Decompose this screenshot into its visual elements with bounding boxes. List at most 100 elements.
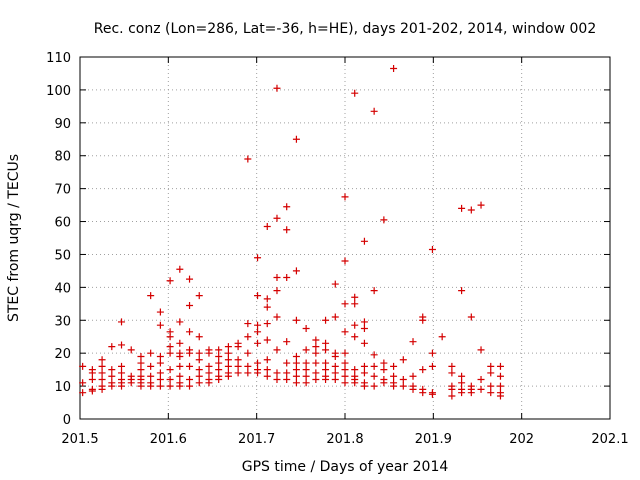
data-point: [147, 372, 155, 380]
data-point: [360, 318, 368, 326]
data-point: [360, 379, 368, 387]
data-point: [273, 369, 281, 377]
x-tick-label: 201.6: [150, 432, 187, 447]
data-point: [147, 379, 155, 387]
data-point: [186, 301, 194, 309]
data-point: [79, 362, 87, 370]
data-point: [302, 379, 310, 387]
data-point: [234, 339, 242, 347]
data-point: [263, 366, 271, 374]
data-point: [487, 389, 495, 397]
data-point: [108, 379, 116, 387]
data-point: [467, 206, 475, 214]
data-point: [176, 372, 184, 380]
data-point: [312, 359, 320, 367]
data-point: [390, 379, 398, 387]
data-point: [166, 382, 174, 390]
x-axis-label: GPS time / Days of year 2014: [242, 459, 449, 475]
data-point: [292, 359, 300, 367]
data-point: [254, 366, 262, 374]
data-point: [380, 376, 388, 384]
x-tick-label: 202.1: [591, 432, 628, 447]
data-point: [341, 193, 349, 201]
data-point: [166, 366, 174, 374]
data-point: [283, 226, 291, 234]
data-point: [108, 372, 116, 380]
data-point: [458, 204, 466, 212]
data-point: [195, 292, 203, 300]
data-point: [79, 379, 87, 387]
data-point: [147, 362, 155, 370]
data-point: [127, 372, 135, 380]
data-point: [448, 362, 456, 370]
data-point: [224, 356, 232, 364]
data-point: [292, 267, 300, 275]
data-point: [244, 320, 252, 328]
data-points: [79, 65, 504, 400]
data-point: [244, 155, 252, 163]
data-point: [254, 339, 262, 347]
chart-title: Rec. conz (Lon=286, Lat=-36, h=HE), days…: [94, 21, 596, 37]
data-point: [322, 346, 330, 354]
data-point: [98, 382, 106, 390]
data-point: [215, 359, 223, 367]
data-point: [166, 343, 174, 351]
data-point: [234, 356, 242, 364]
data-point: [458, 379, 466, 387]
data-point: [341, 379, 349, 387]
data-point: [390, 362, 398, 370]
data-point: [399, 356, 407, 364]
data-point: [108, 343, 116, 351]
y-tick-label: 60: [54, 216, 71, 231]
data-point: [351, 372, 359, 380]
data-point: [292, 379, 300, 387]
data-point: [88, 385, 96, 393]
data-point: [409, 382, 417, 390]
data-point: [205, 369, 213, 377]
data-point: [254, 359, 262, 367]
data-point: [254, 321, 262, 329]
data-point: [331, 369, 339, 377]
y-tick-label: 80: [54, 150, 71, 165]
data-point: [215, 346, 223, 354]
data-point: [292, 366, 300, 374]
data-point: [448, 369, 456, 377]
data-point: [409, 372, 417, 380]
y-axis-label: STEC from uqrg / TECUs: [6, 154, 22, 322]
y-tick-label: 20: [54, 347, 71, 362]
data-point: [370, 372, 378, 380]
data-point: [137, 352, 145, 360]
data-point: [496, 372, 504, 380]
data-point: [341, 366, 349, 374]
data-point: [448, 392, 456, 400]
data-point: [428, 246, 436, 254]
data-point: [273, 346, 281, 354]
data-point: [156, 382, 164, 390]
data-point: [186, 376, 194, 384]
data-point: [273, 273, 281, 281]
data-point: [118, 318, 126, 326]
data-point: [156, 308, 164, 316]
data-point: [244, 349, 252, 357]
data-point: [118, 369, 126, 377]
y-tick-label: 90: [54, 117, 71, 132]
data-point: [331, 376, 339, 384]
data-point: [254, 328, 262, 336]
data-point: [205, 376, 213, 384]
data-point: [205, 362, 213, 370]
data-point: [360, 325, 368, 332]
data-point: [360, 237, 368, 245]
data-point: [487, 362, 495, 370]
data-point: [98, 369, 106, 377]
data-point: [88, 366, 96, 374]
data-point: [98, 362, 106, 370]
data-point: [98, 376, 106, 384]
data-point: [428, 389, 436, 397]
data-point: [322, 359, 330, 367]
data-point: [263, 222, 271, 230]
data-point: [409, 338, 417, 346]
data-point: [186, 382, 194, 390]
y-tick-label: 0: [63, 413, 71, 428]
data-point: [341, 328, 349, 336]
